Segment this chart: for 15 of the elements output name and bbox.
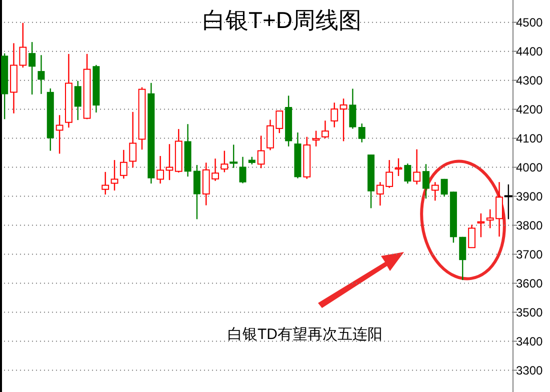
- y-tick-label: 3300: [516, 363, 544, 378]
- y-tick-label: 3800: [516, 218, 544, 232]
- annotation: 白银TD有望再次五连阳: [228, 326, 382, 343]
- y-tick-label: 3900: [516, 189, 544, 204]
- y-tick-label: 4400: [516, 44, 544, 58]
- y-tick-label: 4000: [516, 160, 544, 174]
- y-tick-label: 4500: [516, 15, 544, 30]
- y-tick-label: 4300: [516, 73, 544, 88]
- y-tick-label: 3700: [516, 247, 544, 262]
- y-tick-label: 4200: [516, 102, 544, 116]
- y-tick-label: 3600: [516, 276, 544, 290]
- y-tick-label: 4100: [516, 131, 544, 146]
- y-tick-label: 3500: [516, 305, 544, 320]
- chart-title: 白银T+D周线图: [202, 7, 362, 33]
- y-tick-label: 3400: [516, 334, 544, 348]
